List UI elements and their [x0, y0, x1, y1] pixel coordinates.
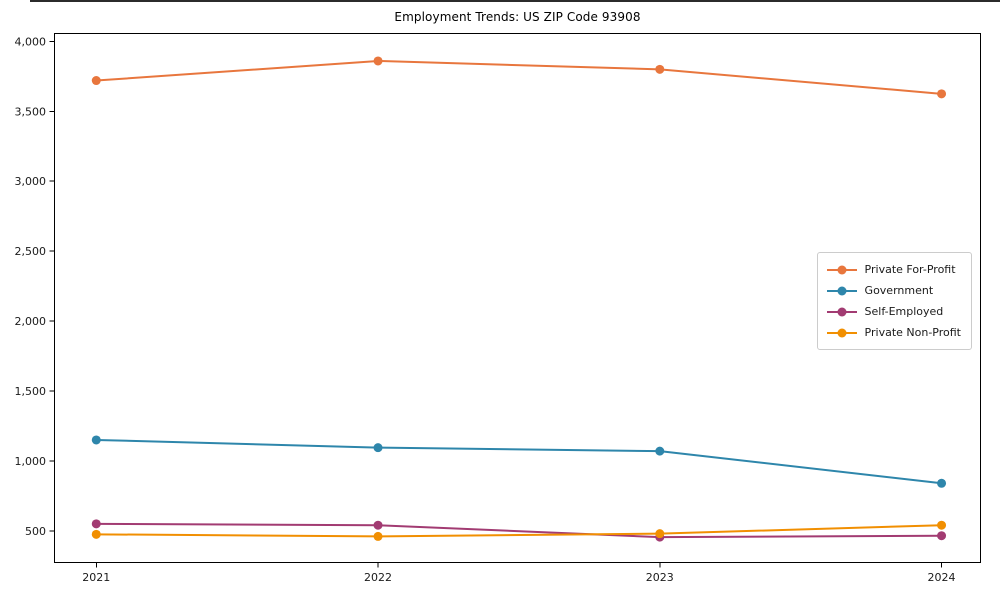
data-point-private-for-profit: [91, 76, 101, 86]
x-tick-label: 2023: [646, 571, 674, 584]
legend-line-marker-icon: [826, 265, 857, 274]
chart-title: Employment Trends: US ZIP Code 93908: [394, 10, 641, 24]
data-point-private-for-profit: [373, 56, 383, 66]
y-tick-label: 4,000: [15, 35, 47, 48]
legend-item-private-non-profit: Private Non-Profit: [826, 322, 961, 343]
legend-line-marker-icon: [826, 286, 857, 295]
y-tick-label: 3,500: [15, 105, 47, 118]
y-tick-label: 1,000: [15, 455, 47, 468]
legend-item-self-employed: Self-Employed: [826, 301, 961, 322]
legend-dot-icon: [837, 307, 847, 316]
data-point-government: [91, 435, 101, 445]
data-point-private-non-profit: [373, 531, 383, 541]
y-tick-label: 3,000: [15, 175, 47, 188]
data-point-private-non-profit: [937, 520, 947, 530]
series-line-government: [95, 438, 943, 485]
legend-label: Private Non-Profit: [864, 326, 961, 339]
legend-item-government: Government: [826, 280, 961, 301]
plot-border: [54, 33, 981, 563]
legend-line-marker-icon: [826, 328, 857, 337]
data-point-private-non-profit: [91, 529, 101, 539]
data-point-government: [373, 443, 383, 453]
legend-dot-icon: [837, 265, 847, 274]
legend-dot-icon: [837, 286, 847, 295]
legend-label: Self-Employed: [864, 305, 944, 318]
legend-dot-icon: [837, 328, 847, 337]
window-top-edge: [30, 0, 1000, 2]
y-tick-label: 2,500: [15, 245, 47, 258]
data-point-private-non-profit: [655, 529, 665, 539]
y-tick-label: 2,000: [15, 315, 47, 328]
legend-line-marker-icon: [826, 307, 857, 316]
x-tick-label: 2021: [82, 571, 110, 584]
x-tick-label: 2024: [928, 571, 956, 584]
data-point-self-employed: [937, 531, 947, 541]
data-point-self-employed: [373, 520, 383, 530]
data-point-private-for-profit: [937, 89, 947, 99]
y-tick-label: 500: [25, 525, 46, 538]
data-point-private-for-profit: [655, 64, 665, 74]
series-line-private-non-profit: [95, 524, 943, 538]
series-line-self-employed: [95, 522, 943, 539]
chart-legend: Private For-Profit Government Self-Employe…: [816, 252, 972, 350]
y-tick-label: 1,500: [15, 385, 47, 398]
data-point-self-employed: [91, 519, 101, 529]
series-line-private-for-profit: [95, 59, 943, 95]
data-point-government: [937, 478, 947, 488]
legend-label: Government: [864, 284, 934, 297]
legend-item-private-for-profit: Private For-Profit: [826, 259, 961, 280]
legend-label: Private For-Profit: [864, 263, 956, 276]
x-tick-label: 2022: [364, 571, 392, 584]
data-point-government: [655, 446, 665, 456]
